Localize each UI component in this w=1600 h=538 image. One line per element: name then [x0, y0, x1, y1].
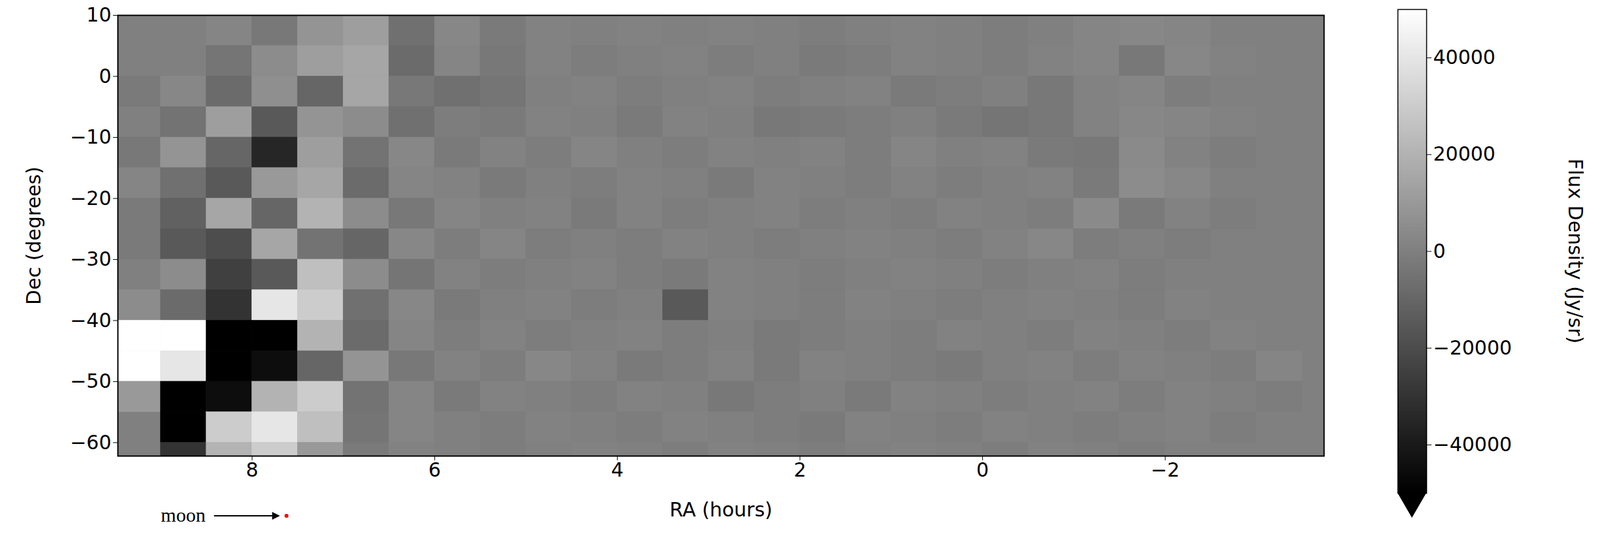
svg-text:10: 10 — [86, 3, 112, 27]
svg-text:−60: −60 — [69, 431, 112, 454]
svg-text:−20: −20 — [69, 186, 112, 210]
svg-text:Flux Density (Jy/sr): Flux Density (Jy/sr) — [1564, 158, 1587, 345]
svg-text:Dec (degrees): Dec (degrees) — [22, 166, 46, 305]
svg-text:−40000: −40000 — [1433, 432, 1513, 456]
svg-text:−20000: −20000 — [1433, 336, 1513, 360]
svg-text:−10: −10 — [69, 125, 112, 149]
svg-text:0: 0 — [976, 458, 989, 482]
svg-text:RA (hours): RA (hours) — [669, 498, 772, 522]
svg-text:4: 4 — [611, 458, 624, 482]
svg-text:−2: −2 — [1150, 458, 1180, 482]
svg-text:−50: −50 — [69, 369, 112, 393]
svg-text:moon: moon — [160, 504, 206, 526]
svg-text:40000: 40000 — [1433, 45, 1496, 69]
svg-text:6: 6 — [428, 458, 441, 482]
svg-text:8: 8 — [245, 458, 258, 482]
svg-text:2: 2 — [793, 458, 806, 482]
svg-text:0: 0 — [1433, 239, 1446, 263]
svg-text:0: 0 — [98, 64, 112, 88]
svg-text:20000: 20000 — [1433, 142, 1496, 166]
svg-text:−30: −30 — [69, 247, 112, 271]
svg-text:−40: −40 — [69, 308, 112, 332]
